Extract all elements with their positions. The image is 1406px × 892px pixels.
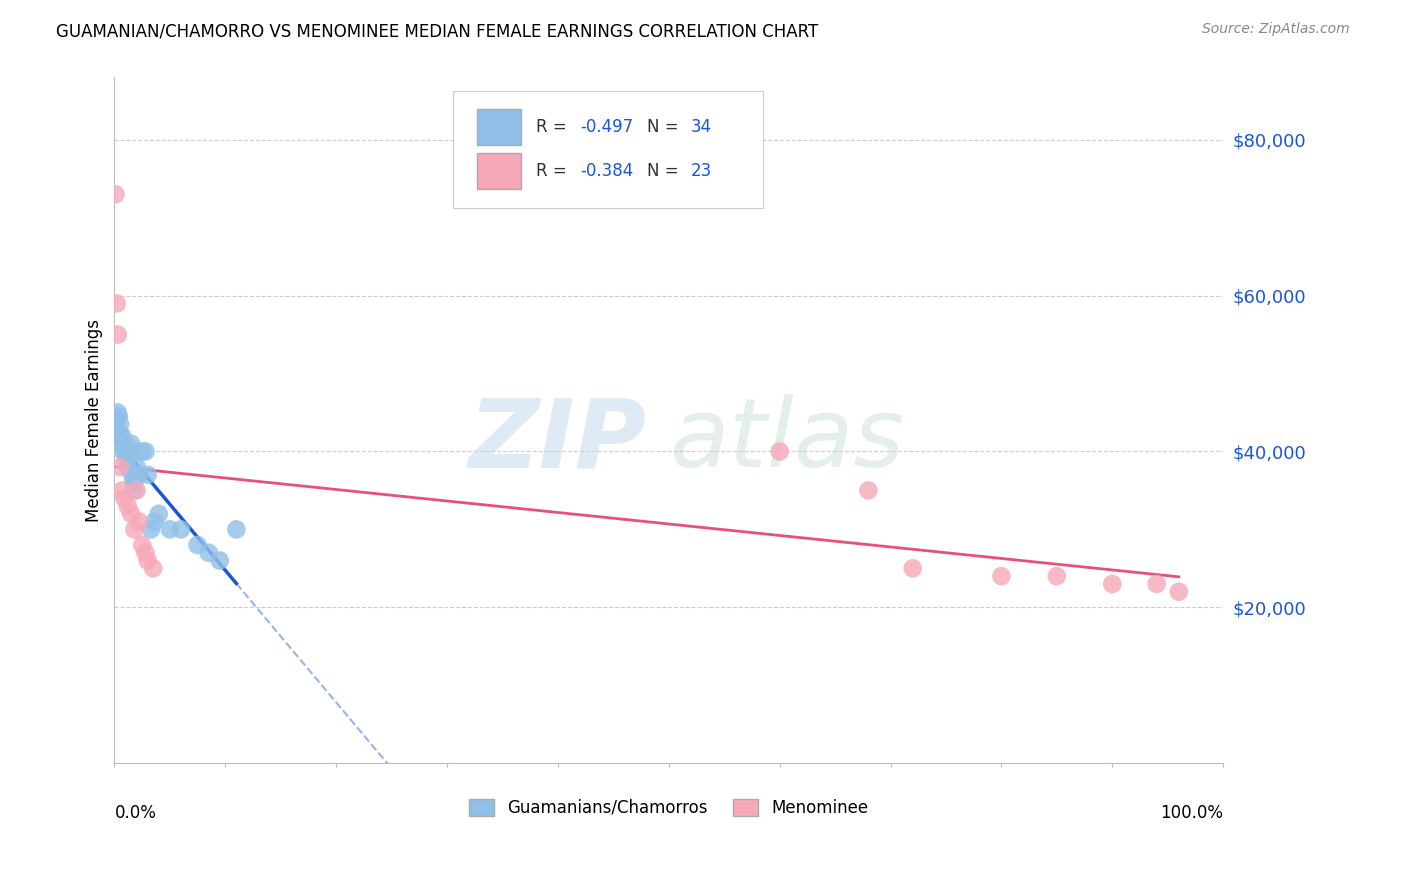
Point (148, 507, 170, 521)
Point (858, 483, 880, 498)
Point (108, 409, 131, 424)
Point (111, 483, 134, 498)
Point (124, 472, 146, 486)
Point (112, 491, 135, 506)
Point (107, 327, 129, 342)
Text: 23: 23 (690, 161, 713, 179)
Text: 34: 34 (690, 118, 711, 136)
Point (208, 553, 231, 567)
Point (114, 444, 136, 458)
Text: 0.0%: 0.0% (114, 805, 156, 822)
Point (990, 569, 1012, 583)
Y-axis label: Median Female Earnings: Median Female Earnings (86, 318, 103, 522)
Point (901, 561, 924, 575)
Point (108, 417, 131, 432)
Text: N =: N = (647, 161, 683, 179)
Point (131, 444, 153, 458)
Point (107, 405, 129, 419)
Point (128, 515, 150, 529)
Point (128, 467, 150, 482)
Point (117, 499, 139, 513)
Point (115, 452, 138, 467)
Point (121, 467, 143, 482)
Point (143, 515, 166, 529)
Point (108, 429, 131, 443)
Point (104, 421, 127, 435)
Point (108, 460, 131, 475)
Text: N =: N = (647, 118, 683, 136)
FancyBboxPatch shape (477, 153, 522, 188)
Point (124, 483, 146, 498)
Point (105, 296, 128, 310)
Point (122, 475, 145, 490)
Text: R =: R = (536, 118, 572, 136)
Text: atlas: atlas (669, 394, 904, 487)
Point (118, 441, 141, 455)
Text: GUAMANIAN/CHAMORRO VS MENOMINEE MEDIAN FEMALE EARNINGS CORRELATION CHART: GUAMANIAN/CHAMORRO VS MENOMINEE MEDIAN F… (56, 22, 818, 40)
Point (120, 436, 142, 450)
Point (1046, 569, 1069, 583)
Point (111, 429, 134, 443)
Point (134, 444, 156, 458)
Point (159, 522, 181, 536)
Text: 100.0%: 100.0% (1160, 805, 1223, 822)
Point (142, 561, 165, 575)
Point (136, 467, 159, 482)
Text: ZIP: ZIP (468, 394, 647, 487)
Point (125, 460, 148, 475)
Point (104, 187, 127, 202)
Point (125, 483, 148, 498)
Point (118, 448, 141, 462)
Point (110, 436, 132, 450)
Point (112, 444, 135, 458)
Point (1101, 577, 1123, 591)
Point (134, 546, 156, 560)
Point (117, 460, 139, 475)
Text: R =: R = (536, 161, 572, 179)
Point (1146, 577, 1168, 591)
Point (1167, 584, 1189, 599)
Point (131, 538, 153, 552)
Point (769, 444, 792, 458)
Point (139, 522, 162, 536)
FancyBboxPatch shape (453, 91, 763, 208)
Point (112, 436, 135, 450)
Point (197, 546, 219, 560)
Point (124, 522, 146, 536)
Point (170, 522, 193, 536)
Point (136, 553, 159, 567)
Text: -0.497: -0.497 (581, 118, 633, 136)
Point (105, 413, 128, 427)
Text: Source: ZipAtlas.com: Source: ZipAtlas.com (1202, 22, 1350, 37)
Point (120, 507, 142, 521)
FancyBboxPatch shape (477, 109, 522, 145)
Point (187, 538, 209, 552)
Legend: Guamanians/Chamorros, Menominee: Guamanians/Chamorros, Menominee (463, 792, 875, 823)
Point (225, 522, 247, 536)
Text: -0.384: -0.384 (581, 161, 633, 179)
